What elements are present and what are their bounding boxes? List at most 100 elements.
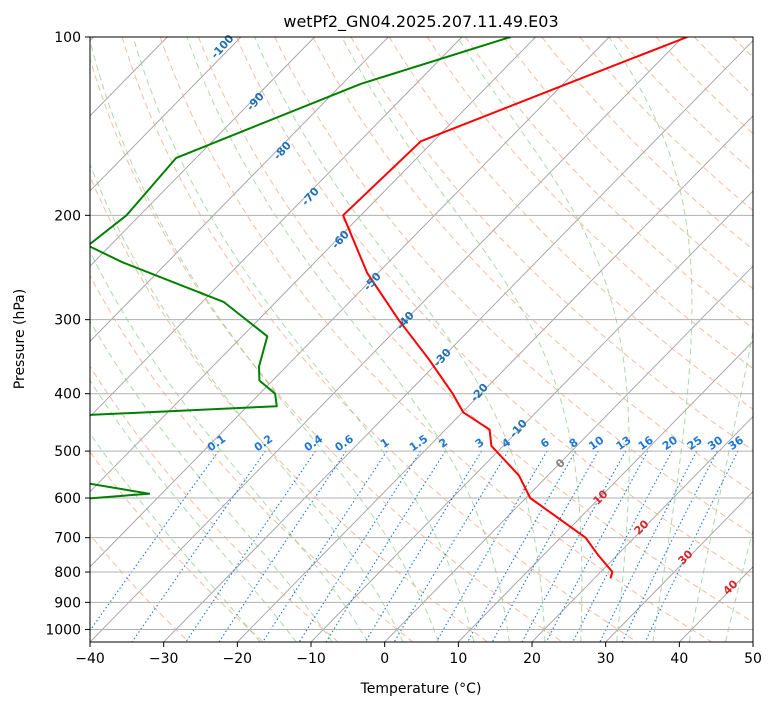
dry-adiabat-line bbox=[503, 37, 753, 290]
isotherm-line bbox=[90, 37, 536, 493]
mixing-ratio-line bbox=[393, 450, 509, 642]
moist-adiabat-line bbox=[456, 37, 630, 642]
y-tick-label: 600 bbox=[54, 491, 81, 507]
isotherm-line bbox=[605, 491, 753, 642]
dry-adiabat-line bbox=[617, 37, 753, 173]
moist-adiabat-line bbox=[90, 38, 439, 642]
dry-adiabat-line bbox=[579, 37, 753, 212]
y-tick-label: 800 bbox=[54, 565, 81, 581]
x-tick-label: −20 bbox=[223, 651, 253, 667]
y-axis-label: Pressure (hPa) bbox=[12, 289, 28, 389]
y-tick-label: 400 bbox=[54, 387, 81, 403]
y-axis: 100 200 300 400 500 600 700 800 900 1000 bbox=[45, 30, 90, 638]
moist-adiabat-label: 40 bbox=[721, 577, 741, 597]
dry-adiabat-line bbox=[312, 37, 753, 493]
mixing-ratio-line bbox=[298, 450, 422, 642]
x-tick-label: 50 bbox=[744, 651, 762, 667]
moist-adiabat-line bbox=[688, 329, 753, 642]
y-tick-label: 1000 bbox=[45, 622, 81, 638]
dry-adiabat-line bbox=[90, 175, 488, 642]
mixing-ratio-line bbox=[491, 450, 599, 642]
dry-adiabat-line bbox=[350, 37, 753, 451]
mixing-ratio-line bbox=[185, 450, 316, 642]
dry-adiabat-line bbox=[732, 37, 753, 59]
profile-lines bbox=[90, 37, 688, 579]
mixing-ratio-line bbox=[90, 450, 220, 632]
dry-adiabat-line bbox=[274, 37, 753, 536]
x-tick-label: −30 bbox=[149, 651, 179, 667]
mixing-ratio-line bbox=[364, 450, 483, 642]
dry-adiabat-line bbox=[90, 274, 414, 642]
isotherm-line bbox=[90, 37, 315, 267]
dewpoint-line bbox=[90, 37, 511, 500]
mixing-ratio-line bbox=[131, 450, 266, 642]
isotherm-line bbox=[237, 115, 753, 642]
mixing-ratio-line bbox=[572, 450, 673, 642]
mixing-ratio-line bbox=[599, 450, 698, 642]
isotherm-line bbox=[163, 39, 753, 642]
isotherm-line bbox=[90, 37, 610, 568]
isotherm-line bbox=[384, 265, 753, 642]
dry-adiabat-line bbox=[90, 365, 339, 642]
dry-adiabat-line bbox=[159, 37, 712, 642]
isotherm-line bbox=[531, 415, 753, 642]
isotherm-line bbox=[458, 340, 753, 642]
mixing-ratio-label: 30 bbox=[705, 433, 725, 453]
isotherm-line bbox=[752, 641, 753, 642]
x-tick-label: −40 bbox=[75, 651, 105, 667]
dry-adiabat-line bbox=[236, 37, 753, 579]
dry-adiabat-line bbox=[771, 37, 775, 642]
dry-adiabat-line bbox=[694, 37, 753, 97]
mixing-ratio-label: 2 bbox=[437, 436, 451, 451]
mixing-ratio-line bbox=[545, 450, 649, 642]
isotherm-line bbox=[90, 37, 684, 642]
y-tick-label: 500 bbox=[54, 444, 81, 460]
chart-title: wetPf2_GN04.2025.207.11.49.E03 bbox=[283, 12, 558, 32]
moist-adiabat-line bbox=[90, 379, 297, 642]
dry-adiabat-line bbox=[465, 37, 753, 329]
x-axis: −40 −30 −20 −10 0 10 20 30 40 50 bbox=[75, 642, 762, 667]
x-tick-label: 0 bbox=[380, 651, 389, 667]
dry-adiabat-label: -10 bbox=[507, 417, 530, 441]
dry-adiabat-line bbox=[197, 37, 753, 623]
x-tick-label: 40 bbox=[670, 651, 688, 667]
isotherm-line bbox=[90, 37, 389, 342]
moist-adiabat-line bbox=[90, 250, 369, 642]
pressure-grid bbox=[90, 37, 753, 630]
dry-adiabat-line bbox=[90, 533, 190, 642]
dry-adiabat-line bbox=[655, 37, 753, 135]
dry-adiabat-label: -60 bbox=[329, 228, 352, 252]
moist-adiabat-line bbox=[90, 320, 333, 642]
mixing-ratio-line bbox=[467, 450, 577, 642]
moist-adiabat-line bbox=[90, 432, 261, 642]
plot-frame bbox=[89, 36, 754, 643]
moist-adiabat-label: 20 bbox=[632, 517, 652, 537]
isotherm-line bbox=[679, 566, 753, 642]
moist-adiabat-line bbox=[608, 37, 693, 642]
temperature-line bbox=[342, 37, 688, 579]
isotherm-line bbox=[310, 190, 753, 642]
mixing-ratio-line bbox=[435, 450, 548, 642]
x-tick-label: 10 bbox=[449, 651, 467, 667]
dry-adiabat-label: -100 bbox=[208, 32, 236, 61]
x-tick-label: 30 bbox=[597, 651, 615, 667]
dry-adiabat-line bbox=[121, 37, 638, 642]
mixing-ratio-label: 1 bbox=[378, 436, 392, 451]
dry-adiabat-label: -70 bbox=[299, 185, 322, 209]
dry-adiabat-label: -50 bbox=[361, 270, 384, 294]
mixing-ratio-line bbox=[325, 450, 446, 642]
y-tick-label: 300 bbox=[54, 313, 81, 329]
dry-adiabat-line bbox=[90, 451, 264, 642]
moist-adiabat-line bbox=[254, 37, 546, 642]
mixing-ratio-label: 3 bbox=[473, 436, 487, 451]
mixing-ratio-label: 36 bbox=[726, 433, 746, 453]
x-axis-label: Temperature (°C) bbox=[360, 681, 482, 697]
mixing-ratio-label: 10 bbox=[586, 433, 606, 453]
moist-adiabat-line bbox=[186, 37, 510, 642]
moist-adiabat-line bbox=[725, 528, 753, 642]
mixing-ratio-line bbox=[644, 450, 739, 642]
mixing-ratio-label: 16 bbox=[636, 433, 656, 453]
dry-adiabat-label: -80 bbox=[271, 139, 294, 163]
mixing-ratio-line bbox=[521, 450, 627, 642]
